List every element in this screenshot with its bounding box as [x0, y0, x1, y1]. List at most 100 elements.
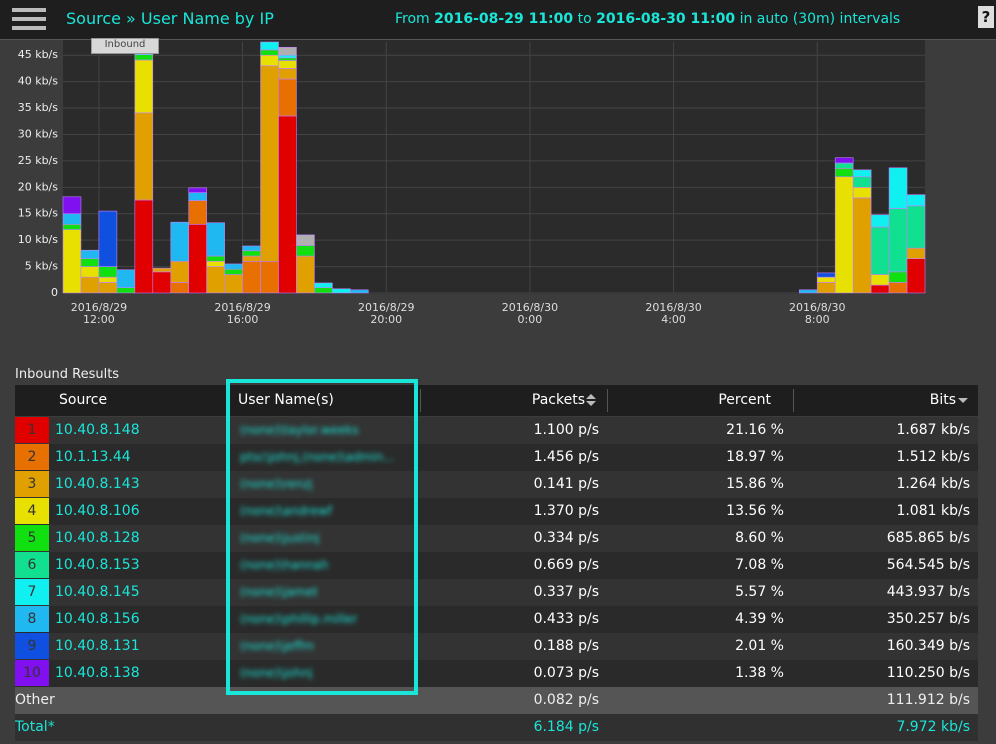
- to-label: to: [577, 11, 592, 27]
- column-header[interactable]: User Name(s): [238, 392, 334, 408]
- table-row: 7 10.40.8.145 (none)\jamet 0.337 p/s 5.57 % 4…: [15, 579, 978, 606]
- start-time[interactable]: 2016-08-29 11:00: [434, 11, 574, 27]
- bar-segment: [152, 271, 172, 294]
- column-header[interactable]: Source: [59, 392, 108, 408]
- bar-segment: [852, 176, 872, 188]
- bar-segment: [278, 68, 297, 80]
- column-header[interactable]: Packets: [531, 392, 585, 408]
- source-ip[interactable]: 10.40.8.106: [55, 503, 140, 519]
- bar-segment: [852, 197, 872, 294]
- source-ip[interactable]: 10.40.8.153: [55, 557, 140, 573]
- bits: 685.865 b/s: [886, 530, 970, 546]
- table-header: Source User Name(s) Packets Percent Bits: [15, 385, 978, 416]
- bar-segment: [260, 260, 279, 294]
- source-ip[interactable]: 10.40.8.143: [55, 476, 140, 492]
- help-button[interactable]: ?: [978, 6, 994, 28]
- source-ip[interactable]: 10.40.8.156: [55, 611, 140, 627]
- source-ip[interactable]: 10.40.8.128: [55, 530, 140, 546]
- interval[interactable]: in auto (30m) intervals: [739, 11, 901, 27]
- bar-segment: [62, 224, 82, 230]
- bar-segment: [170, 282, 190, 294]
- bar-segment: [188, 192, 207, 201]
- source-ip[interactable]: 10.40.8.145: [55, 584, 140, 600]
- bar-segment: [906, 247, 926, 259]
- bar-segment: [80, 276, 100, 294]
- total-label: Total*: [15, 719, 55, 735]
- bar-segment: [260, 49, 279, 56]
- bar-segment: [224, 274, 243, 294]
- bar-segment: [870, 284, 890, 294]
- y-tick-label: 0: [51, 286, 58, 299]
- bar-segment: [906, 258, 926, 294]
- bar-segment: [188, 224, 207, 294]
- y-tick-label: 10 kb/s: [18, 233, 59, 246]
- rank: 6: [15, 552, 49, 578]
- end-time[interactable]: 2016-08-30 11:00: [596, 11, 736, 27]
- highlight-box: [226, 379, 418, 695]
- bar-segment: [242, 245, 261, 252]
- percent: 7.08 %: [735, 557, 784, 573]
- bar-segment: [278, 60, 297, 69]
- user-name: (none)\taylor.weeks: [240, 423, 359, 437]
- user-name: (none)\phillip.miller: [240, 612, 358, 626]
- total-row: Total* 6.184 p/s 7.972 kb/s: [15, 714, 978, 741]
- bar-segment: [296, 245, 315, 257]
- column-separator: [793, 389, 794, 412]
- bar-segment: [296, 234, 315, 246]
- y-tick-label: 15 kb/s: [18, 207, 59, 220]
- source-ip[interactable]: 10.40.8.131: [55, 638, 140, 654]
- bar-segment: [314, 282, 333, 289]
- packets: 1.370 p/s: [533, 503, 599, 519]
- menu-icon[interactable]: [12, 8, 46, 12]
- rank: 9: [15, 633, 49, 659]
- bar-segment: [852, 169, 872, 178]
- bits: 443.937 b/s: [886, 584, 970, 600]
- bar-segment: [834, 176, 854, 294]
- user-name: (none)\hannah: [240, 558, 329, 572]
- column-header[interactable]: Bits: [929, 392, 956, 408]
- bits: 1.512 kb/s: [896, 449, 970, 465]
- bar-segment: [906, 205, 926, 249]
- bar-segment: [888, 167, 908, 209]
- column-header[interactable]: Percent: [718, 392, 771, 408]
- table-row: 3 10.40.8.143 (none)\renzj 0.141 p/s 15.86 %…: [15, 471, 978, 498]
- bar-segment: [242, 255, 261, 262]
- source-ip[interactable]: 10.40.8.148: [55, 422, 140, 438]
- percent: 21.16 %: [726, 422, 784, 438]
- bar-segment: [870, 214, 890, 228]
- sort-icon[interactable]: [586, 401, 596, 406]
- percent: 18.97 %: [726, 449, 784, 465]
- bar-segment: [188, 187, 207, 193]
- user-name: (none)\justinj: [240, 531, 320, 545]
- menu-icon[interactable]: [12, 17, 46, 21]
- column-separator: [420, 389, 421, 412]
- percent: 5.57 %: [735, 584, 784, 600]
- source-ip[interactable]: 10.1.13.44: [55, 449, 131, 465]
- user-name: (none)\johnj: [240, 666, 313, 680]
- bar-segment: [834, 157, 854, 164]
- table-row: 4 10.40.8.106 (none)\andrewf 1.370 p/s 13.56…: [15, 498, 978, 525]
- sort-icon[interactable]: [586, 394, 596, 399]
- y-tick-label: 35 kb/s: [18, 101, 59, 114]
- source-ip[interactable]: 10.40.8.138: [55, 665, 140, 681]
- menu-icon[interactable]: [12, 26, 46, 30]
- bar-segment: [224, 268, 243, 275]
- y-tick-label: 40 kb/s: [18, 75, 59, 88]
- y-tick-label: 25 kb/s: [18, 154, 59, 167]
- sort-icon[interactable]: [958, 398, 968, 403]
- bar-segment: [188, 200, 207, 225]
- bar-segment: [170, 260, 190, 283]
- packets: 0.188 p/s: [533, 638, 599, 654]
- bar-segment: [134, 59, 154, 114]
- time-range: From 2016-08-29 11:00 to 2016-08-30 11:0…: [395, 11, 900, 27]
- bits: 1.687 kb/s: [896, 422, 970, 438]
- page-title: Source » User Name by IP: [66, 9, 274, 28]
- bar-segment: [116, 287, 136, 294]
- bar-segment: [62, 213, 82, 225]
- bar-segment: [260, 41, 279, 51]
- table-row: 9 10.40.8.131 (none)\jeffm 0.188 p/s 2.01 % 1…: [15, 633, 978, 660]
- bar-segment: [278, 115, 297, 294]
- bar-segment: [870, 274, 890, 286]
- packets: 1.456 p/s: [533, 449, 599, 465]
- y-tick-label: 45 kb/s: [18, 48, 59, 61]
